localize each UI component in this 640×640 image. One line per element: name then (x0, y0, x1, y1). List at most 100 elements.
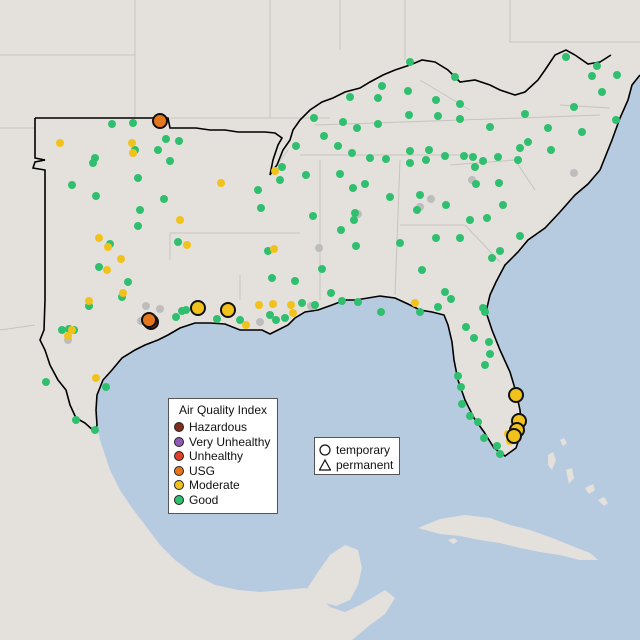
monitor-site-marker[interactable] (374, 120, 382, 128)
monitor-site-marker[interactable] (256, 318, 264, 326)
monitor-site-marker[interactable] (418, 266, 426, 274)
monitor-site-marker[interactable] (311, 301, 319, 309)
monitor-site-marker[interactable] (466, 216, 474, 224)
monitor-site-marker[interactable] (598, 88, 606, 96)
monitor-site-marker[interactable] (64, 332, 72, 340)
monitor-site-marker[interactable] (104, 243, 112, 251)
monitor-site-marker[interactable] (190, 300, 206, 316)
monitor-site-marker[interactable] (432, 96, 440, 104)
monitor-site-marker[interactable] (496, 450, 504, 458)
monitor-site-marker[interactable] (339, 118, 347, 126)
monitor-site-marker[interactable] (58, 326, 66, 334)
monitor-site-marker[interactable] (236, 316, 244, 324)
monitor-site-marker[interactable] (506, 428, 522, 444)
monitor-site-marker[interactable] (406, 159, 414, 167)
monitor-site-marker[interactable] (72, 416, 80, 424)
monitor-site-marker[interactable] (457, 383, 465, 391)
monitor-site-marker[interactable] (266, 311, 274, 319)
monitor-site-marker[interactable] (377, 308, 385, 316)
monitor-site-marker[interactable] (472, 180, 480, 188)
monitor-site-marker[interactable] (95, 263, 103, 271)
monitor-site-marker[interactable] (272, 316, 280, 324)
monitor-site-marker[interactable] (268, 274, 276, 282)
monitor-site-marker[interactable] (361, 180, 369, 188)
monitor-site-marker[interactable] (346, 93, 354, 101)
monitor-site-marker[interactable] (406, 147, 414, 155)
monitor-site-marker[interactable] (386, 193, 394, 201)
monitor-site-marker[interactable] (108, 120, 116, 128)
monitor-site-marker[interactable] (411, 299, 419, 307)
monitor-site-marker[interactable] (483, 214, 491, 222)
monitor-site-marker[interactable] (315, 244, 323, 252)
monitor-site-marker[interactable] (405, 111, 413, 119)
monitor-site-marker[interactable] (85, 297, 93, 305)
monitor-site-marker[interactable] (128, 139, 136, 147)
monitor-site-marker[interactable] (593, 62, 601, 70)
monitor-site-marker[interactable] (162, 135, 170, 143)
monitor-site-marker[interactable] (404, 87, 412, 95)
monitor-site-marker[interactable] (425, 146, 433, 154)
monitor-site-marker[interactable] (174, 238, 182, 246)
monitor-site-marker[interactable] (281, 314, 289, 322)
monitor-site-marker[interactable] (141, 312, 157, 328)
monitor-site-marker[interactable] (416, 308, 424, 316)
monitor-site-marker[interactable] (269, 300, 277, 308)
monitor-site-marker[interactable] (516, 144, 524, 152)
monitor-site-marker[interactable] (92, 374, 100, 382)
monitor-site-marker[interactable] (508, 387, 524, 403)
monitor-site-marker[interactable] (488, 254, 496, 262)
monitor-site-marker[interactable] (471, 163, 479, 171)
monitor-site-marker[interactable] (441, 152, 449, 160)
monitor-site-marker[interactable] (547, 146, 555, 154)
monitor-site-marker[interactable] (287, 301, 295, 309)
monitor-site-marker[interactable] (172, 313, 180, 321)
monitor-site-marker[interactable] (499, 201, 507, 209)
monitor-site-marker[interactable] (336, 170, 344, 178)
monitor-site-marker[interactable] (310, 114, 318, 122)
monitor-site-marker[interactable] (479, 157, 487, 165)
monitor-site-marker[interactable] (349, 184, 357, 192)
monitor-site-marker[interactable] (154, 146, 162, 154)
monitor-site-marker[interactable] (406, 58, 414, 66)
monitor-site-marker[interactable] (117, 255, 125, 263)
monitor-site-marker[interactable] (493, 442, 501, 450)
monitor-site-marker[interactable] (434, 112, 442, 120)
monitor-site-marker[interactable] (353, 124, 361, 132)
monitor-site-marker[interactable] (254, 186, 262, 194)
monitor-site-marker[interactable] (291, 277, 299, 285)
monitor-site-marker[interactable] (474, 418, 482, 426)
monitor-site-marker[interactable] (95, 234, 103, 242)
monitor-site-marker[interactable] (378, 82, 386, 90)
monitor-site-marker[interactable] (68, 181, 76, 189)
monitor-site-marker[interactable] (427, 195, 435, 203)
monitor-site-marker[interactable] (142, 302, 150, 310)
monitor-site-marker[interactable] (514, 156, 522, 164)
monitor-site-marker[interactable] (524, 138, 532, 146)
monitor-site-marker[interactable] (496, 247, 504, 255)
monitor-site-marker[interactable] (220, 302, 236, 318)
monitor-site-marker[interactable] (124, 278, 132, 286)
monitor-site-marker[interactable] (302, 171, 310, 179)
monitor-site-marker[interactable] (456, 100, 464, 108)
monitor-site-marker[interactable] (416, 191, 424, 199)
monitor-site-marker[interactable] (156, 305, 164, 313)
monitor-site-marker[interactable] (562, 53, 570, 61)
monitor-site-marker[interactable] (456, 115, 464, 123)
monitor-site-marker[interactable] (570, 169, 578, 177)
monitor-site-marker[interactable] (442, 201, 450, 209)
monitor-site-marker[interactable] (481, 308, 489, 316)
monitor-site-marker[interactable] (382, 155, 390, 163)
monitor-site-marker[interactable] (318, 265, 326, 273)
monitor-site-marker[interactable] (451, 73, 459, 81)
monitor-site-marker[interactable] (354, 298, 362, 306)
monitor-site-marker[interactable] (613, 71, 621, 79)
monitor-site-marker[interactable] (176, 216, 184, 224)
monitor-site-marker[interactable] (466, 412, 474, 420)
monitor-site-marker[interactable] (56, 139, 64, 147)
monitor-site-marker[interactable] (480, 434, 488, 442)
monitor-site-marker[interactable] (366, 154, 374, 162)
monitor-site-marker[interactable] (213, 315, 221, 323)
monitor-site-marker[interactable] (462, 323, 470, 331)
monitor-site-marker[interactable] (544, 124, 552, 132)
monitor-site-marker[interactable] (334, 142, 342, 150)
